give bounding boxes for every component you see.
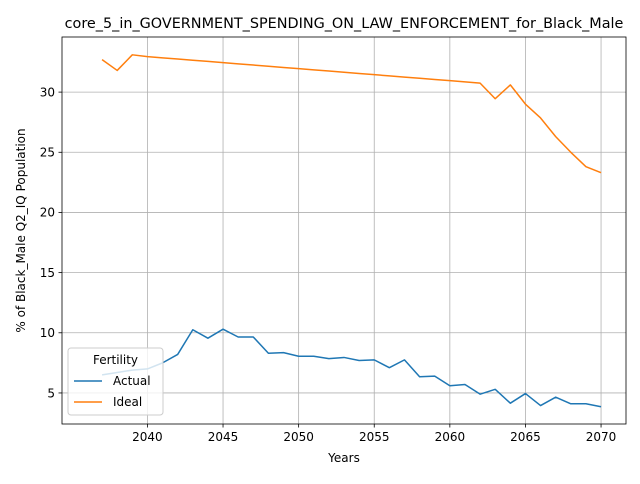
series-group <box>101 54 602 408</box>
legend-box <box>67 347 164 416</box>
x-tick-label: 2070 <box>586 430 617 444</box>
y-tick-label: 15 <box>40 266 55 280</box>
y-tick-label: 5 <box>47 386 55 400</box>
x-tick-label: 2050 <box>283 430 314 444</box>
series-line-actual <box>101 328 602 408</box>
x-tick-label: 2045 <box>208 430 239 444</box>
y-tick-label: 20 <box>40 206 55 220</box>
y-tick-label: 10 <box>40 326 55 340</box>
y-axis-label: % of Black_Male Q2_IQ Population <box>14 128 28 332</box>
legend-label-actual: Actual <box>113 374 151 388</box>
legend: Fertility Actual Ideal <box>67 347 164 416</box>
y-tick-label: 30 <box>40 85 55 99</box>
x-tick-label: 2060 <box>435 430 466 444</box>
legend-label-ideal: Ideal <box>113 395 142 409</box>
grid <box>62 37 626 424</box>
x-tick-label: 2065 <box>510 430 541 444</box>
x-tick-label: 2040 <box>132 430 163 444</box>
series-line-ideal <box>101 54 602 174</box>
chart-title: core_5_in_GOVERNMENT_SPENDING_ON_LAW_ENF… <box>65 16 624 32</box>
plot-frame <box>61 36 627 425</box>
legend-title: Fertility <box>93 353 138 367</box>
x-tick-label: 2055 <box>359 430 390 444</box>
x-axis-label: Years <box>327 451 360 465</box>
axis-ticks: 2040 2045 2050 2055 2060 2065 2070 5 10 15 20 25 30 <box>40 85 617 444</box>
y-tick-label: 25 <box>40 146 55 160</box>
